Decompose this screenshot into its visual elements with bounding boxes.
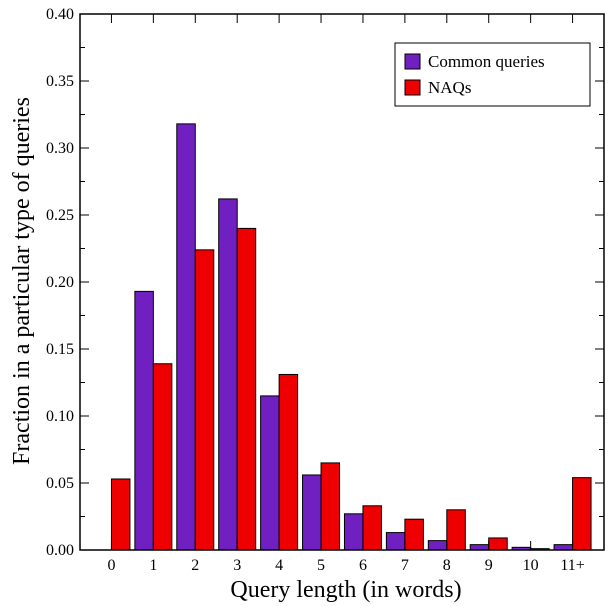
bar-naqs-9 <box>488 537 508 551</box>
bar-naqs-8 <box>446 509 466 551</box>
y-axis-label: Fraction in a particular type of queries <box>9 97 35 465</box>
bar-common-11+ <box>553 544 574 551</box>
x-axis-label: Query length (in words) <box>230 577 461 603</box>
bar-naqs-3 <box>236 227 257 551</box>
y-tick-label-0.35: 0.35 <box>46 73 74 90</box>
y-tick-label-0.05: 0.05 <box>46 475 74 492</box>
bar-common-1 <box>134 290 154 551</box>
bar-naqs-7 <box>404 518 424 551</box>
x-tick-label-8: 8 <box>443 557 451 574</box>
bar-naqs-2 <box>194 249 215 551</box>
bar-naqs-4 <box>278 373 299 551</box>
legend: Common queries NAQs <box>394 42 591 107</box>
x-tick-label-9: 9 <box>485 557 493 574</box>
bar-common-2 <box>176 123 196 551</box>
bar-naqs-6 <box>362 505 382 551</box>
x-tick-label-10: 10 <box>523 557 539 574</box>
bar-common-9 <box>469 544 490 551</box>
legend-swatch-common-queries <box>404 53 421 70</box>
y-tick-label-0.30: 0.30 <box>46 140 74 157</box>
bar-common-4 <box>260 395 280 551</box>
bar-naqs-5 <box>320 462 341 551</box>
legend-label-common-queries: Common queries <box>428 52 545 71</box>
x-tick-label-0: 0 <box>107 557 115 574</box>
x-tick-label-4: 4 <box>275 557 283 574</box>
bar-naqs-1 <box>152 363 173 551</box>
bar-naqs-11+ <box>572 477 592 551</box>
legend-box <box>394 42 591 107</box>
x-tick-label-5: 5 <box>317 557 325 574</box>
x-tick-label-6: 6 <box>359 557 367 574</box>
x-tick-label-7: 7 <box>401 557 409 574</box>
y-tick-label-0.00: 0.00 <box>46 542 74 559</box>
bar-common-8 <box>427 540 448 551</box>
x-tick-label-11+: 11+ <box>560 557 584 574</box>
y-tick-label-0.25: 0.25 <box>46 207 74 224</box>
legend-swatch-naqs <box>404 79 421 96</box>
x-tick-label-2: 2 <box>191 557 199 574</box>
legend-label-naqs: NAQs <box>428 78 471 97</box>
bar-common-5 <box>302 474 322 551</box>
y-tick-label-0.15: 0.15 <box>46 341 74 358</box>
bar-common-3 <box>218 198 238 551</box>
y-tick-label-0.20: 0.20 <box>46 274 74 291</box>
x-tick-label-1: 1 <box>149 557 157 574</box>
bar-naqs-0 <box>110 478 131 551</box>
bar-common-7 <box>385 532 406 551</box>
y-tick-label-0.10: 0.10 <box>46 408 74 425</box>
x-tick-label-3: 3 <box>233 557 241 574</box>
y-tick-label-0.40: 0.40 <box>46 6 74 23</box>
bars-layer <box>110 123 592 551</box>
bar-common-6 <box>343 513 364 551</box>
ticks-layer: 0.00 0.05 0.10 0.15 0.20 0.25 0.30 0.35 0.40 0 1 2 3… <box>46 6 604 574</box>
